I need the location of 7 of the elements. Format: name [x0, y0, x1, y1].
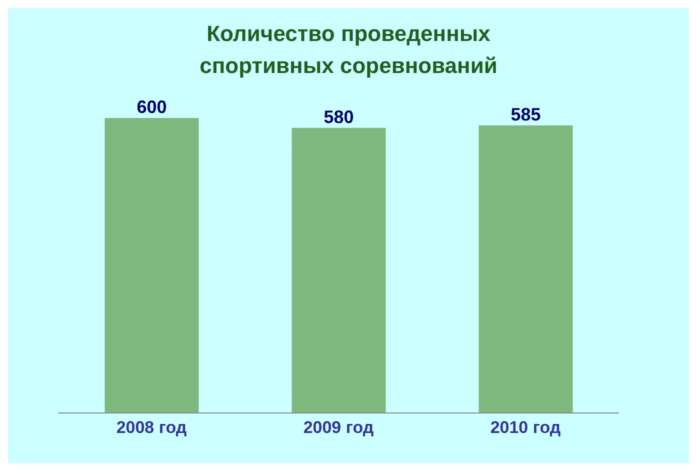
x-tick-label: 2009 год: [303, 418, 374, 438]
chart-title: Количество проведенных спортивных соревнований: [198, 20, 498, 80]
data-label: 585: [510, 104, 541, 124]
data-label: 580: [324, 106, 354, 127]
x-tick-label: 2010 год: [490, 418, 561, 438]
data-label: 600: [136, 97, 167, 117]
x-tick-label: 2008 год: [116, 418, 187, 438]
